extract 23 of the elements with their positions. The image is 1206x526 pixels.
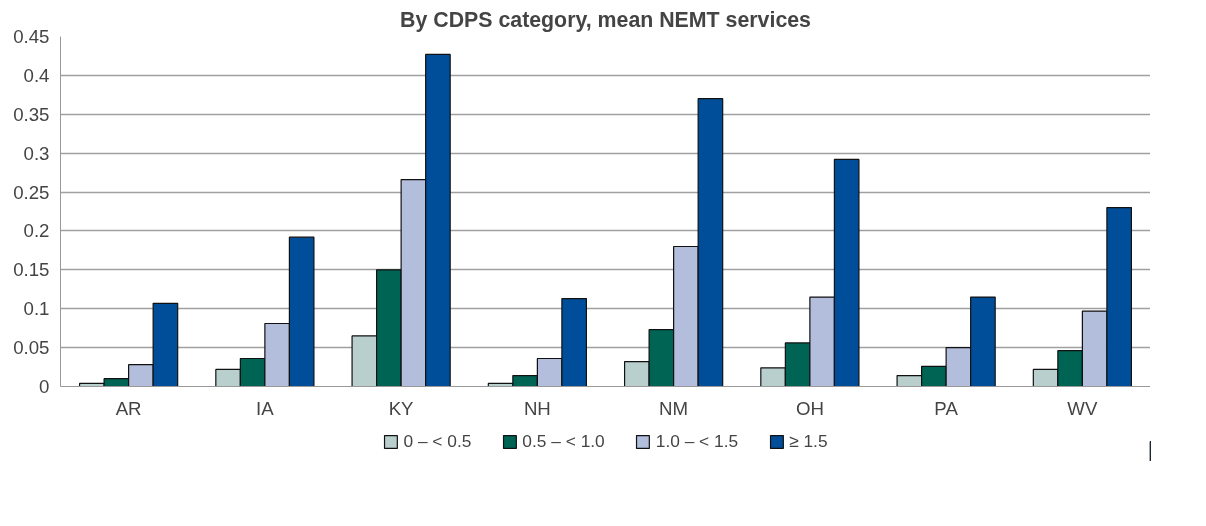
x-tick-label: KY bbox=[388, 397, 415, 419]
x-tick-label: NH bbox=[523, 397, 551, 419]
legend-label: 1.0 – < 1.5 bbox=[655, 430, 739, 452]
chart-title: By CDPS category, mean NEMT services bbox=[400, 7, 811, 32]
legend-label: 0.5 – < 1.0 bbox=[522, 430, 605, 452]
x-tick-label: PA bbox=[934, 397, 959, 419]
y-tick-label: 0.05 bbox=[13, 337, 50, 359]
y-tick-label: 0 bbox=[39, 376, 50, 397]
x-tick-label: AR bbox=[115, 397, 142, 419]
y-tick-label: 0.4 bbox=[23, 64, 50, 86]
x-tick-label: WV bbox=[1067, 397, 1098, 419]
y-tick-label: 0.2 bbox=[23, 220, 50, 242]
legend-label: 0 – < 0.5 bbox=[403, 430, 472, 452]
x-tick-label: OH bbox=[795, 397, 824, 419]
y-tick-label: 0.15 bbox=[13, 259, 50, 281]
x-tick-label: NM bbox=[659, 397, 689, 419]
y-tick-label: 0.25 bbox=[13, 181, 50, 203]
y-tick-label: 0.45 bbox=[13, 26, 50, 47]
y-tick-label: 0.1 bbox=[23, 298, 50, 320]
y-tick-label: 0.3 bbox=[23, 142, 50, 164]
x-tick-label: IA bbox=[256, 397, 275, 419]
legend-label: ≥ 1.5 bbox=[789, 430, 828, 452]
y-tick-label: 0.35 bbox=[13, 103, 50, 125]
